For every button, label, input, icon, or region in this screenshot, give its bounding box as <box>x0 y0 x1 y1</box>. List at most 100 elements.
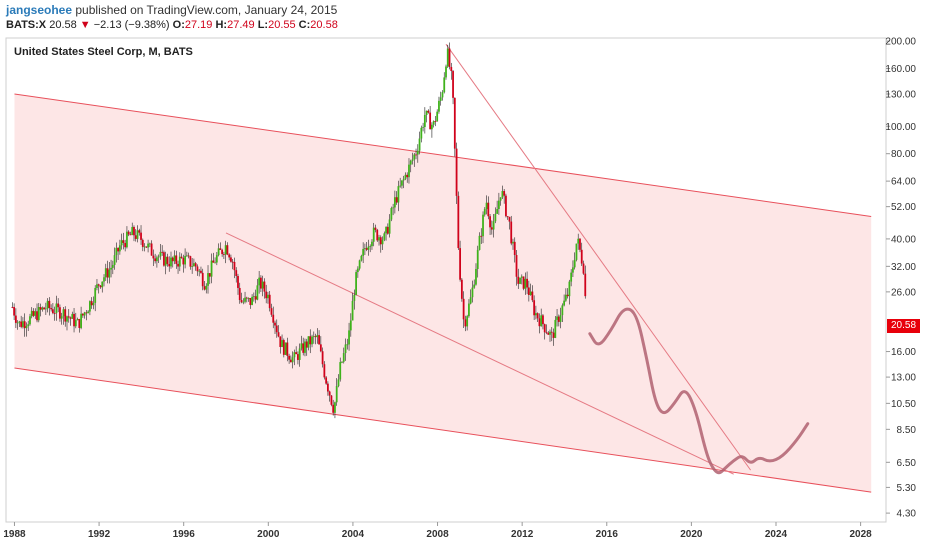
candle-body <box>251 296 253 305</box>
channel-upper-line[interactable] <box>14 93 872 217</box>
candle-body <box>483 209 486 215</box>
x-tick-label: 2028 <box>849 529 872 540</box>
candle-body <box>360 255 363 261</box>
candle-body <box>416 150 419 155</box>
candle-body <box>408 164 410 178</box>
y-tick-label: 80.00 <box>891 149 916 160</box>
y-tick-label: 8.50 <box>897 425 917 436</box>
candle-body <box>203 286 206 290</box>
y-tick-label: 32.00 <box>891 262 916 273</box>
candle-body <box>242 301 245 303</box>
candle-body <box>328 391 331 396</box>
candle-body <box>388 219 391 234</box>
price-change: −2.13 (−9.38%) <box>93 19 170 31</box>
candle-body <box>247 297 250 299</box>
candle-body <box>319 344 322 352</box>
candle-body <box>164 256 167 266</box>
candle-body <box>50 308 53 310</box>
candle-body <box>365 248 368 250</box>
candle-body <box>14 315 17 323</box>
candle-body <box>51 309 54 314</box>
candle-body <box>281 340 283 348</box>
candle-body <box>256 285 259 300</box>
candle-body <box>482 214 484 237</box>
candle-body <box>369 246 372 247</box>
trendline-from-peak[interactable] <box>445 43 752 471</box>
candle-body <box>402 178 405 181</box>
candle-body <box>277 332 280 337</box>
candle-body <box>550 331 553 333</box>
candle-body <box>344 344 347 354</box>
candle-body <box>80 313 82 328</box>
y-axis[interactable]: 200.00 160.00 130.00 100.00 80.00 64.00 52.00 4… <box>885 37 916 520</box>
candle-body <box>305 341 308 348</box>
candle-body <box>302 343 305 353</box>
candle-body <box>113 255 116 265</box>
candle-body <box>57 303 60 308</box>
candle-body <box>379 237 382 245</box>
candle-body <box>298 348 301 360</box>
candle-body <box>34 311 37 316</box>
x-axis[interactable]: 1988 1992 1996 2000 2004 2008 2012 2016 2020 2024… <box>3 522 872 540</box>
candle-body <box>513 241 516 256</box>
candle-body <box>115 247 118 256</box>
candle-body <box>434 121 437 122</box>
candle-body <box>120 240 123 246</box>
candle-body <box>29 316 31 325</box>
candle-body <box>579 238 581 250</box>
candle-body <box>318 335 320 345</box>
candle-body <box>245 297 248 299</box>
candle-body <box>372 227 375 242</box>
candle-body <box>432 121 435 125</box>
trendline-from-1998[interactable] <box>225 232 734 475</box>
author-link[interactable]: jangseohee <box>6 3 73 17</box>
y-tick-label: 10.50 <box>891 399 916 410</box>
candle-body <box>187 255 190 257</box>
low-value: 20.55 <box>268 19 296 31</box>
candle-body <box>67 316 70 318</box>
candle-body <box>108 269 111 278</box>
candle-body <box>270 308 273 315</box>
candle-body <box>154 258 157 262</box>
candle-body <box>425 110 428 115</box>
candle-body <box>161 251 164 253</box>
y-tick-label: 52.00 <box>891 202 916 213</box>
candle-body <box>505 195 507 217</box>
candle-body <box>173 255 176 262</box>
projection-path[interactable] <box>588 307 810 475</box>
ohlc-legend: BATS:X 20.58 ▼ −2.13 (−9.38%) O:27.19 H:… <box>6 19 338 31</box>
candle-body <box>478 235 481 250</box>
candle-body <box>60 316 63 319</box>
candle-body <box>443 77 446 93</box>
candle-body <box>157 256 160 258</box>
candle-body <box>235 270 238 277</box>
candle-body <box>37 306 40 321</box>
y-tick-label: 16.00 <box>891 347 916 358</box>
candle-body <box>568 281 571 297</box>
x-tick-label: 2016 <box>596 529 619 540</box>
symbol-label[interactable]: BATS:X <box>6 19 47 31</box>
candle-body <box>349 320 352 331</box>
candle-body <box>334 402 336 413</box>
open-label: O: <box>172 19 185 31</box>
candle-body <box>323 364 326 378</box>
candle-body <box>393 197 396 208</box>
candle-body <box>127 231 130 235</box>
x-tick-label: 2004 <box>342 529 365 540</box>
y-tick-label: 100.00 <box>885 122 916 133</box>
candle-body <box>371 241 373 247</box>
candle-body <box>212 260 215 263</box>
candle-body <box>81 313 84 316</box>
candle-body <box>254 296 257 300</box>
candle-body <box>411 159 414 161</box>
candle-body <box>420 127 423 139</box>
candle-body <box>554 319 557 338</box>
x-tick-label: 2020 <box>680 529 703 540</box>
candle-body <box>224 245 227 255</box>
x-tick-label: 2024 <box>765 529 788 540</box>
candle-body <box>76 319 79 321</box>
candle-body <box>101 281 104 288</box>
candle-body <box>572 267 574 273</box>
candle-body <box>118 245 121 252</box>
